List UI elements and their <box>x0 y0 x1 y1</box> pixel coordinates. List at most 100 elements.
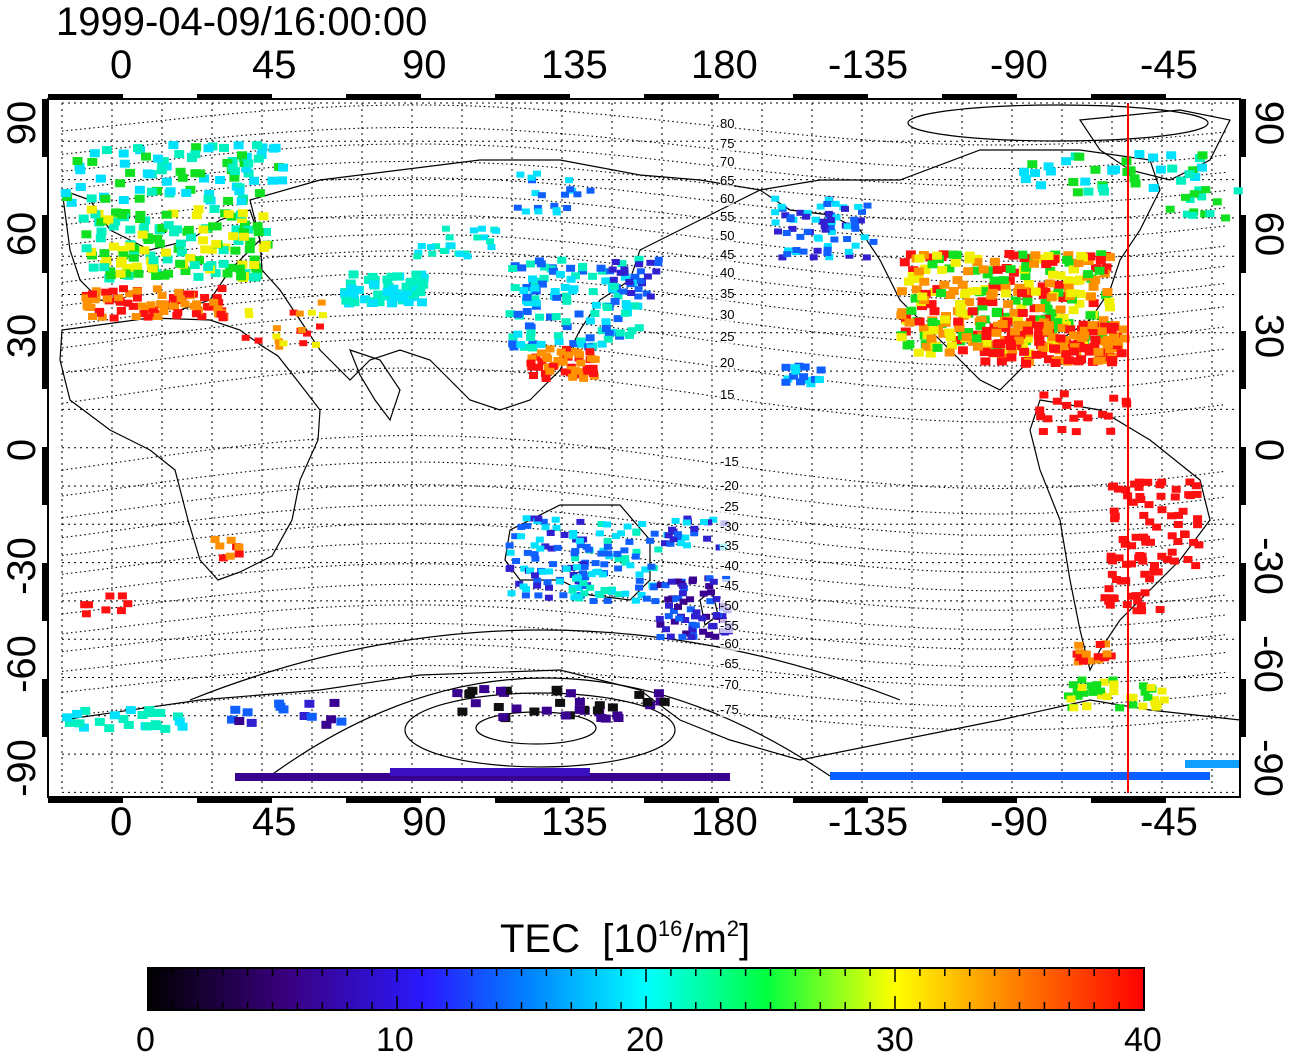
tec-cell <box>860 234 869 241</box>
tec-cell <box>1046 338 1057 347</box>
tec-cell <box>1144 501 1154 509</box>
tec-cell <box>1167 548 1177 556</box>
tec-cell <box>152 186 162 195</box>
contour-label: 40 <box>720 265 735 280</box>
tec-cell <box>463 253 472 260</box>
tec-cell <box>156 166 167 175</box>
frame-tick-bottom <box>346 797 421 803</box>
tec-cell <box>1143 478 1153 486</box>
tec-cell <box>560 711 571 720</box>
tec-cell <box>1043 321 1054 330</box>
tec-cell <box>546 313 555 321</box>
tec-cell <box>1075 654 1085 662</box>
tec-cell <box>1073 658 1083 666</box>
tec-cell <box>596 591 605 598</box>
tec-cell <box>1013 336 1024 345</box>
tec-cell <box>799 373 809 381</box>
tec-cell <box>297 327 306 333</box>
tec-cell <box>1110 165 1121 174</box>
tec-cell <box>802 213 811 220</box>
tec-cell <box>904 277 914 286</box>
tec-cell <box>117 210 128 219</box>
right-lat-label: 0 <box>1247 438 1291 462</box>
tec-cell <box>614 591 623 598</box>
tec-cell <box>588 364 598 372</box>
top-lon-label: -90 <box>990 43 1048 87</box>
tec-cell <box>926 334 937 343</box>
tec-cell <box>821 226 830 233</box>
tec-cell <box>95 309 104 317</box>
tec-cell <box>81 230 92 239</box>
tec-cell <box>631 553 640 560</box>
tec-cell <box>117 592 127 600</box>
tec-cell <box>353 286 363 294</box>
tec-cell <box>615 329 625 337</box>
tec-cell <box>1185 492 1195 500</box>
tec-cell <box>998 276 1009 285</box>
tec-cell <box>554 338 564 345</box>
tec-cell <box>1080 177 1091 186</box>
tec-cell <box>304 699 315 708</box>
tec-cell <box>178 290 188 298</box>
tec-cell <box>635 261 644 268</box>
tec-cell <box>590 310 600 317</box>
tec-cell <box>646 293 655 300</box>
tec-cell <box>1109 595 1119 602</box>
frame-tick-right <box>1240 563 1246 621</box>
tec-cell <box>1030 251 1041 260</box>
tec-cell <box>523 299 533 307</box>
tec-cell <box>118 715 129 723</box>
frame-tick-bottom <box>48 797 123 803</box>
tec-cell <box>826 217 835 223</box>
tec-cell <box>1083 270 1094 279</box>
tec-cell <box>545 584 553 591</box>
tec-cell <box>1191 482 1201 490</box>
tec-cell <box>367 299 378 307</box>
bottom-lon-label: 45 <box>252 800 297 844</box>
tec-cell <box>227 163 238 172</box>
tec-cell <box>613 292 623 300</box>
tec-cell <box>520 565 529 572</box>
tec-cell <box>1139 511 1149 519</box>
tec-cell <box>132 294 142 302</box>
tec-cell <box>631 597 640 604</box>
tec-cell <box>411 270 422 279</box>
frame-tick-right <box>1240 99 1246 157</box>
tec-cell <box>914 254 925 263</box>
tec-cell <box>96 227 107 236</box>
tec-cell <box>316 323 324 330</box>
tec-cell <box>218 259 229 268</box>
tec-cell <box>1127 560 1136 568</box>
tec-cell <box>1029 259 1039 268</box>
tec-cell <box>143 709 154 718</box>
tec-cell <box>1098 316 1109 325</box>
tec-cell <box>233 141 244 150</box>
tec-cell <box>1074 275 1085 284</box>
tec-cell <box>211 239 222 248</box>
tec-cell <box>1106 325 1117 334</box>
tec-cell <box>977 302 988 311</box>
tec-cell <box>602 588 611 595</box>
tec-cell <box>541 706 552 715</box>
tec-cell <box>216 310 226 318</box>
tec-cell <box>621 559 630 566</box>
tec-cell <box>545 367 555 375</box>
tec-cell <box>632 529 641 536</box>
tec-cell <box>1140 589 1150 597</box>
contour-label: 15 <box>720 387 735 402</box>
tec-cell <box>215 176 226 184</box>
tec-cell <box>527 174 536 181</box>
tec-cell <box>1017 250 1028 259</box>
colorbar-title: TEC [1016/m2] <box>500 916 751 961</box>
tec-cell <box>64 718 75 727</box>
tec-cell <box>560 368 570 376</box>
tec-cell <box>547 545 556 552</box>
tec-cell <box>913 267 924 276</box>
tec-cell <box>588 288 598 296</box>
tec-cell <box>119 285 128 293</box>
tec-cell <box>531 190 540 197</box>
tec-cell <box>545 345 555 353</box>
tec-cell <box>439 248 448 254</box>
tec-cell <box>543 579 552 586</box>
tec-cell <box>1079 689 1089 697</box>
